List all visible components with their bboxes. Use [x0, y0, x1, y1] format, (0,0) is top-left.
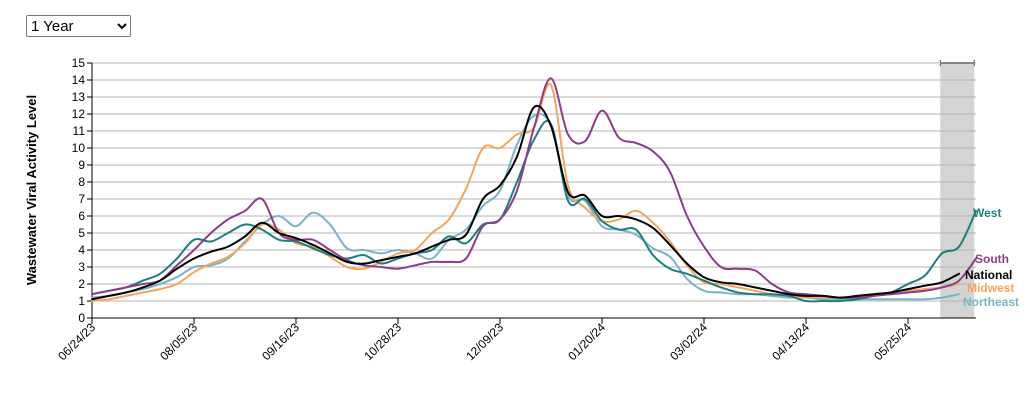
series-label-south: South — [975, 252, 1009, 266]
series-line-west — [91, 119, 977, 303]
y-tick-label: 10 — [72, 141, 86, 155]
series-label-midwest: Midwest — [967, 281, 1014, 295]
x-tick-label: 12/09/23 — [463, 320, 506, 363]
y-tick-label: 15 — [72, 56, 86, 70]
x-tick-label: 05/25/24 — [871, 320, 914, 363]
series-label-northeast: Northeast — [963, 295, 1019, 309]
series-line-south — [91, 77, 977, 299]
x-tick-label: 10/28/23 — [361, 320, 404, 363]
series-line-midwest — [91, 82, 960, 302]
y-tick-label: 11 — [73, 124, 86, 138]
series-line-national — [91, 104, 960, 301]
time-range-select[interactable]: 1 Year — [26, 15, 131, 37]
x-tick-label: 01/20/24 — [565, 320, 608, 363]
y-tick-label: 6 — [78, 209, 85, 223]
x-tick-label: 08/05/23 — [157, 320, 200, 363]
y-tick-label: 0 — [78, 311, 85, 325]
y-tick-label: 14 — [72, 73, 86, 87]
x-tick-label: 06/24/23 — [55, 320, 98, 363]
series-label-west: West — [973, 206, 1001, 220]
y-tick-label: 7 — [78, 192, 85, 206]
y-tick-label: 3 — [78, 260, 85, 274]
series-label-national: National — [965, 268, 1012, 282]
x-tick-label: 03/02/24 — [667, 320, 710, 363]
x-tick-label: 04/13/24 — [769, 320, 812, 363]
y-tick-label: 5 — [78, 226, 85, 240]
y-tick-label: 2 — [78, 277, 85, 291]
y-tick-label: 4 — [78, 243, 85, 257]
y-axis-label: Wastewater Viral Activity Level — [24, 95, 39, 285]
y-tick-label: 1 — [78, 294, 85, 308]
y-tick-label: 8 — [78, 175, 85, 189]
y-tick-label: 13 — [72, 90, 86, 104]
x-tick-label: 09/16/23 — [259, 320, 302, 363]
y-tick-label: 9 — [78, 158, 85, 172]
series-line-northeast — [91, 113, 960, 301]
y-tick-label: 12 — [72, 107, 86, 121]
